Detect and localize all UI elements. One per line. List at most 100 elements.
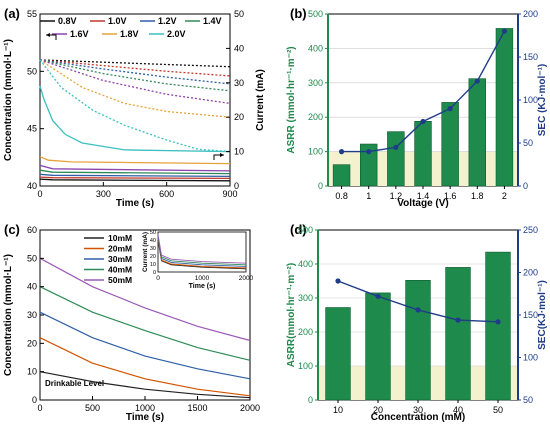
panel-c-inset: 0 1000 2000 0 10 20 30 40 50 Time (s) Current (mA) <box>142 230 254 290</box>
ytick-label-1: 100 <box>298 361 313 371</box>
panel-d: (d) Concentration (mM) ASRR(mmol·hr⁻¹·m⁻… <box>286 222 548 423</box>
bar-5 <box>468 78 487 187</box>
a-y2tick-label-0: 0 <box>234 181 239 191</box>
drinkable-level-annotation: Drinkable Level <box>45 379 104 388</box>
ytick-label-3: 300 <box>308 78 323 88</box>
y2tick-label-1: 100 <box>523 353 538 363</box>
c-line-3 <box>39 286 251 361</box>
inset-ytick-label-5: 50 <box>150 230 156 236</box>
conc-line-3 <box>39 59 231 92</box>
bar-2 <box>405 280 431 401</box>
xtick-label-5: 1.8 <box>471 191 484 201</box>
conc-line-6 <box>39 59 231 153</box>
panel-d-xlabel: Concentration (mM) <box>371 412 465 423</box>
legend-label-3: 1.4V <box>203 16 222 26</box>
panel-b-content: 0.8 1 1.2 1.4 1.6 1.8 2 0 100 200 300 400 500 0 50 100 1… <box>308 9 538 201</box>
conc-line-1 <box>39 59 231 77</box>
panel-c-ylabel: Concentration (mmol·L⁻¹) <box>3 254 14 376</box>
y2tick-label-1: 50 <box>523 138 533 148</box>
xtick-label-1: 20 <box>373 405 383 415</box>
a-xtick-label-0: 0 <box>37 189 42 199</box>
sec-point-3 <box>455 317 461 323</box>
a-y2tick-label-3: 30 <box>234 78 244 88</box>
xtick-label-0: 10 <box>333 405 343 415</box>
ytick-label-2: 200 <box>298 327 313 337</box>
a-xtick-label-1: 300 <box>96 189 111 199</box>
y2tick-label-3: 200 <box>523 268 538 278</box>
current-line-6 <box>39 86 231 153</box>
legend-label-2: 1.2V <box>158 16 177 26</box>
panel-d-ylabel: ASRR(mmol·hr⁻¹·m⁻²) <box>286 263 297 367</box>
c-ytick-label-4: 40 <box>27 282 37 292</box>
sec-point-1 <box>366 149 372 155</box>
sec-point-3 <box>420 118 426 125</box>
ytick-label-4: 400 <box>308 43 323 53</box>
y2tick-label-4: 200 <box>523 9 538 19</box>
ytick-label-0: 0 <box>318 181 323 191</box>
a-ytick-label-2: 50 <box>27 66 37 76</box>
legend-label-1: 1.0V <box>108 16 127 26</box>
c-ytick-label-3: 30 <box>27 310 37 320</box>
sec-point-6 <box>501 28 508 34</box>
sec-point-4 <box>495 319 501 325</box>
xtick-label-3: 40 <box>453 405 463 415</box>
bar-4 <box>485 251 511 401</box>
bar-3 <box>414 121 432 187</box>
xtick-label-2: 1.2 <box>390 191 403 201</box>
xtick-label-4: 50 <box>493 405 503 415</box>
y2tick-label-0: 50 <box>523 395 533 405</box>
bar-3 <box>445 267 471 401</box>
a-ytick-label-1: 45 <box>27 124 37 134</box>
a-ytick-label-0: 40 <box>27 181 37 191</box>
xtick-label-6: 2 <box>502 191 507 201</box>
bar-0 <box>325 307 351 401</box>
y2tick-label-0: 0 <box>523 181 528 191</box>
a-y2tick-label-4: 40 <box>234 43 244 53</box>
c-legend-label-2: 30mM <box>108 254 132 264</box>
inset-xtick-label-0: 0 <box>156 275 160 282</box>
ytick-label-4: 400 <box>298 259 313 269</box>
panel-c-content: 0 500 1000 1500 2000010203040506010mM20mM30m… <box>27 225 260 413</box>
sec-point-0 <box>338 149 345 155</box>
panel-a-ticks: 0 300 600 900 40 45 50 55 0 10 20 30 40 50 <box>27 9 244 199</box>
bar-4 <box>441 102 459 187</box>
inset-ytick-label-4: 40 <box>150 238 156 244</box>
y2tick-label-2: 100 <box>523 95 538 105</box>
current-line-3 <box>39 169 231 175</box>
inset-ytick-label-1: 10 <box>150 262 156 268</box>
bar-1 <box>365 292 391 401</box>
c-legend-label-3: 40mM <box>108 265 132 275</box>
panel-d-label: (d) <box>290 222 307 237</box>
panel-b-label: (b) <box>290 6 307 21</box>
c-ytick-label-2: 20 <box>27 338 37 348</box>
panel-a-xlabel: Time (s) <box>116 198 154 209</box>
right-arrowhead-icon <box>220 153 224 157</box>
inset-xtick-label-1: 1000 <box>195 275 210 282</box>
c-xtick-label-1: 500 <box>85 403 100 413</box>
c-line-4 <box>39 257 251 342</box>
panel-a-ylabel: Concentration (mmol·L⁻¹) <box>3 39 14 161</box>
sec-point-4 <box>447 106 453 112</box>
inset-line-4 <box>157 234 247 264</box>
c-ytick-label-0: 0 <box>32 395 37 405</box>
panel-a-series <box>39 59 231 182</box>
c-xtick-label-2: 1000 <box>135 403 155 413</box>
c-line-0 <box>39 371 251 399</box>
panel-c-xlabel: Time (s) <box>126 412 164 423</box>
a-xtick-label-3: 900 <box>222 189 237 199</box>
xtick-label-4: 1.6 <box>444 191 457 201</box>
c-xtick-label-3: 1500 <box>187 403 207 413</box>
c-line-2 <box>39 311 251 380</box>
sec-point-1 <box>375 293 381 299</box>
c-legend-label-0: 10mM <box>108 233 132 243</box>
c-xtick-label-4: 2000 <box>240 403 260 413</box>
legend-label-4: 1.6V <box>70 29 89 39</box>
panel-b-ylabel: ASRR (mmol·hr⁻¹·m⁻²) <box>286 46 297 153</box>
sec-point-2 <box>415 307 421 313</box>
current-line-5 <box>39 156 231 165</box>
current-line-0 <box>39 178 231 182</box>
a-y2tick-label-2: 20 <box>234 112 244 122</box>
c-legend-label-4: 50mM <box>108 275 132 285</box>
panel-d-y2label: SEC(KJ·mol⁻¹) <box>537 280 548 350</box>
current-line-4 <box>39 164 231 172</box>
